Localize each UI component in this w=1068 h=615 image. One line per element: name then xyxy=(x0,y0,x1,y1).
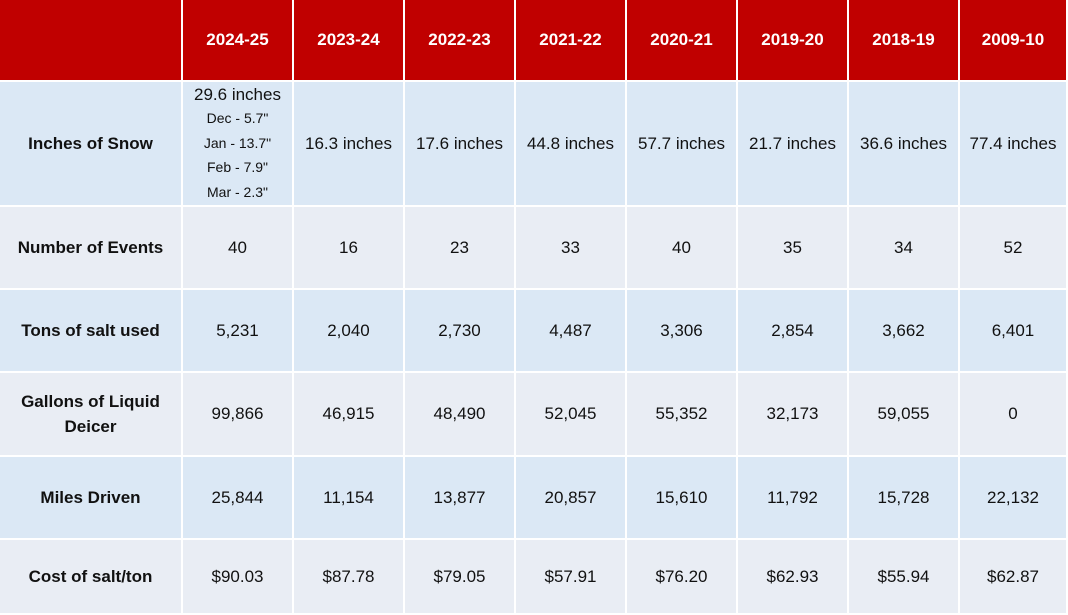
value-cell: 35 xyxy=(738,207,849,290)
year-header: 2024-25 xyxy=(183,0,294,82)
value-cell: 46,915 xyxy=(294,373,405,457)
value-cell: 40 xyxy=(183,207,294,290)
row-label: Cost of salt/ton xyxy=(0,540,183,615)
value-cell: 34 xyxy=(849,207,960,290)
value-cell: 52 xyxy=(960,207,1068,290)
value-cell: 23 xyxy=(405,207,516,290)
corner-cell xyxy=(0,0,183,82)
value-cell: 16 xyxy=(294,207,405,290)
monthly-snow: Dec - 5.7" xyxy=(206,110,269,127)
value-cell: $90.03 xyxy=(183,540,294,615)
value-cell: 99,866 xyxy=(183,373,294,457)
value-cell: 21.7 inches xyxy=(738,82,849,207)
value-cell: 5,231 xyxy=(183,290,294,373)
value-cell: 36.6 inches xyxy=(849,82,960,207)
snow-total: 29.6 inches xyxy=(194,84,281,104)
value-cell: 4,487 xyxy=(516,290,627,373)
value-cell: 52,045 xyxy=(516,373,627,457)
value-cell: 15,728 xyxy=(849,457,960,540)
value-cell: $57.91 xyxy=(516,540,627,615)
value-cell: 59,055 xyxy=(849,373,960,457)
monthly-snow: Feb - 7.9" xyxy=(207,159,268,176)
row-label: Miles Driven xyxy=(0,457,183,540)
value-cell: 16.3 inches xyxy=(294,82,405,207)
value-cell: 0 xyxy=(960,373,1068,457)
value-cell: 2,730 xyxy=(405,290,516,373)
value-cell: 3,662 xyxy=(849,290,960,373)
value-cell: 44.8 inches xyxy=(516,82,627,207)
year-header: 2022-23 xyxy=(405,0,516,82)
value-cell: 13,877 xyxy=(405,457,516,540)
value-cell: 55,352 xyxy=(627,373,738,457)
value-cell: 40 xyxy=(627,207,738,290)
value-cell: $79.05 xyxy=(405,540,516,615)
value-cell: 20,857 xyxy=(516,457,627,540)
year-header: 2021-22 xyxy=(516,0,627,82)
value-cell: 2,854 xyxy=(738,290,849,373)
value-cell: 22,132 xyxy=(960,457,1068,540)
value-cell: 48,490 xyxy=(405,373,516,457)
value-cell: 6,401 xyxy=(960,290,1068,373)
value-cell: 2,040 xyxy=(294,290,405,373)
monthly-snow: Mar - 2.3" xyxy=(207,183,268,200)
value-cell: 15,610 xyxy=(627,457,738,540)
row-label: Inches of Snow xyxy=(0,82,183,207)
year-header: 2020-21 xyxy=(627,0,738,82)
value-cell: 11,792 xyxy=(738,457,849,540)
value-cell: 3,306 xyxy=(627,290,738,373)
value-cell: 17.6 inches xyxy=(405,82,516,207)
monthly-snow: Jan - 13.7" xyxy=(203,134,272,151)
value-cell: 11,154 xyxy=(294,457,405,540)
value-cell: $76.20 xyxy=(627,540,738,615)
value-cell: $62.87 xyxy=(960,540,1068,615)
year-header: 2018-19 xyxy=(849,0,960,82)
value-cell: $62.93 xyxy=(738,540,849,615)
value-cell: $55.94 xyxy=(849,540,960,615)
row-label: Gallons of Liquid Deicer xyxy=(0,373,183,457)
value-cell: 77.4 inches xyxy=(960,82,1068,207)
row-label: Number of Events xyxy=(0,207,183,290)
year-header: 2019-20 xyxy=(738,0,849,82)
value-cell: 33 xyxy=(516,207,627,290)
value-cell: $87.78 xyxy=(294,540,405,615)
row-label: Tons of salt used xyxy=(0,290,183,373)
year-header: 2009-10 xyxy=(960,0,1068,82)
value-cell: 32,173 xyxy=(738,373,849,457)
value-cell: 25,844 xyxy=(183,457,294,540)
value-cell: 29.6 inches Dec - 5.7" Jan - 13.7" Feb - 7.… xyxy=(183,82,294,207)
value-cell: 57.7 inches xyxy=(627,82,738,207)
year-header: 2023-24 xyxy=(294,0,405,82)
